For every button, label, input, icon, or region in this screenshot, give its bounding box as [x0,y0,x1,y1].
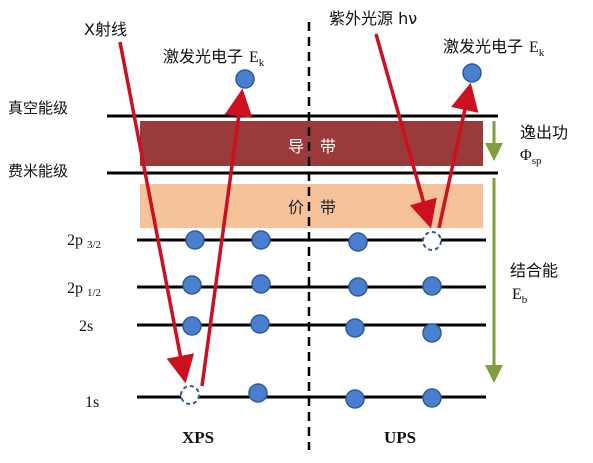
xray-label: X射线 [84,20,127,39]
orbital-label-2p32: 2p 3/2 [67,232,101,251]
uv-source-label: 紫外光源 hν [329,9,417,28]
ups-photoelectron-label: 激发光电子 Ek [443,37,545,59]
electron-vacancy-ups [422,231,442,251]
xps-xray-arrow [118,41,195,384]
valence-band-label: 价 带 [288,198,336,217]
electron-vacancy-xps [180,385,200,405]
work-function-label: 逸出功 [520,123,568,142]
electron-2s-1 [182,316,202,336]
fermi-level-label: 费米能级 [8,162,68,180]
orbital-label-1s: 1s [85,394,99,411]
electron-2p32-2 [251,230,271,250]
electron-2p12-3 [348,277,368,297]
electron-2s-3 [345,318,365,338]
ups-uv-arrow [374,33,437,229]
binding-energy-symbol: Eb [512,286,528,306]
emitted-electron-xps [235,69,255,89]
electron-2p32-1 [185,230,205,250]
emitted-electron-ups [462,63,482,83]
electron-2p32-3 [348,232,368,252]
electron-2p12-1 [182,275,202,295]
vacuum-level-label: 真空能级 [8,99,68,117]
ups-photoelectron-arrow [437,82,479,229]
orbital-label-2s: 2s [79,318,93,335]
electron-2p12-2 [251,274,271,294]
xps-photoelectron-label: 激发光电子 Ek [163,47,265,69]
electron-2s-2 [250,314,270,334]
xps-method-label: XPS [182,428,214,447]
conduction-band [140,121,483,166]
xps-photoelectron-arrow [200,88,253,387]
ups-method-label: UPS [384,428,416,447]
work-function-symbol: Φsp [520,147,542,167]
electron-1s-4 [422,388,442,408]
electron-1s-2 [248,383,268,403]
binding-energy-label: 结合能 [510,261,558,280]
conduction-band-label: 导 带 [288,137,336,156]
electron-1s-3 [345,389,365,409]
orbital-label-2p12: 2p 1/2 [67,280,101,299]
electron-2p12-4 [422,276,442,296]
electron-2s-4 [422,323,442,343]
